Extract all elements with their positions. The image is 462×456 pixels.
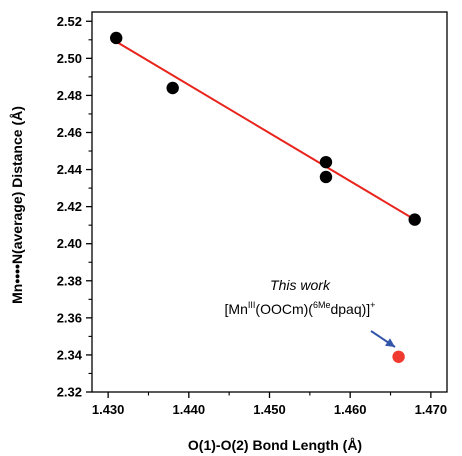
formula-superscript-oxidation: III: [248, 300, 256, 310]
x-tick-label: 1.470: [415, 402, 448, 417]
y-tick-label: 2.46: [57, 125, 82, 140]
annotation-arrowhead: [385, 338, 395, 347]
y-tick-label: 2.38: [57, 273, 82, 288]
x-tick-label: 1.440: [173, 402, 206, 417]
formula-superscript-charge: +: [370, 300, 375, 310]
y-tick-label: 2.52: [57, 14, 82, 29]
annotation-title: This work: [270, 277, 331, 293]
y-tick-label: 2.42: [57, 199, 82, 214]
annotation-formula: [MnIII(OOCm)(6Medpaq)]+: [225, 300, 376, 317]
plot-frame: [91, 11, 448, 393]
y-tick-label: 2.34: [57, 347, 83, 362]
data-point: [319, 155, 333, 169]
plot-area: [91, 11, 448, 393]
y-axis: 2.32 2.34 2.36 2.38 2.40 2.42 2.44 2.46 2.48 2.50…: [57, 14, 92, 400]
data-point: [110, 31, 123, 45]
y-tick-label: 2.36: [57, 310, 82, 325]
data-point: [319, 170, 333, 184]
formula-part-3: dpaq)]: [330, 301, 370, 317]
y-tick-label: 2.44: [57, 162, 83, 177]
formula-superscript-ligand: 6Me: [313, 300, 331, 310]
y-tick-label: 2.40: [57, 236, 82, 251]
y-axis-title: Mn••••N(average) Distance (Å): [9, 106, 25, 304]
data-points-layer: [110, 31, 421, 363]
x-tick-label: 1.460: [334, 402, 367, 417]
y-tick-label: 2.32: [57, 385, 82, 400]
annotation: This work [MnIII(OOCm)(6Medpaq)]+: [225, 277, 396, 348]
data-point: [408, 213, 421, 226]
formula-part-1: [Mn: [225, 301, 248, 317]
y-tick-label: 2.48: [57, 88, 82, 103]
x-tick-label: 1.430: [92, 402, 125, 417]
x-axis-title: O(1)-O(2) Bond Length (Å): [188, 437, 362, 453]
y-tick-label: 2.50: [57, 51, 82, 66]
this-work-point: [392, 350, 405, 363]
fit-line-layer: [115, 40, 416, 221]
x-axis: 1.430 1.440 1.450 1.460 1.470: [92, 392, 447, 417]
linear-fit-line: [115, 40, 416, 221]
data-point: [166, 81, 179, 95]
x-tick-label: 1.450: [253, 402, 286, 417]
formula-part-2: (OOCm)(: [255, 301, 313, 317]
